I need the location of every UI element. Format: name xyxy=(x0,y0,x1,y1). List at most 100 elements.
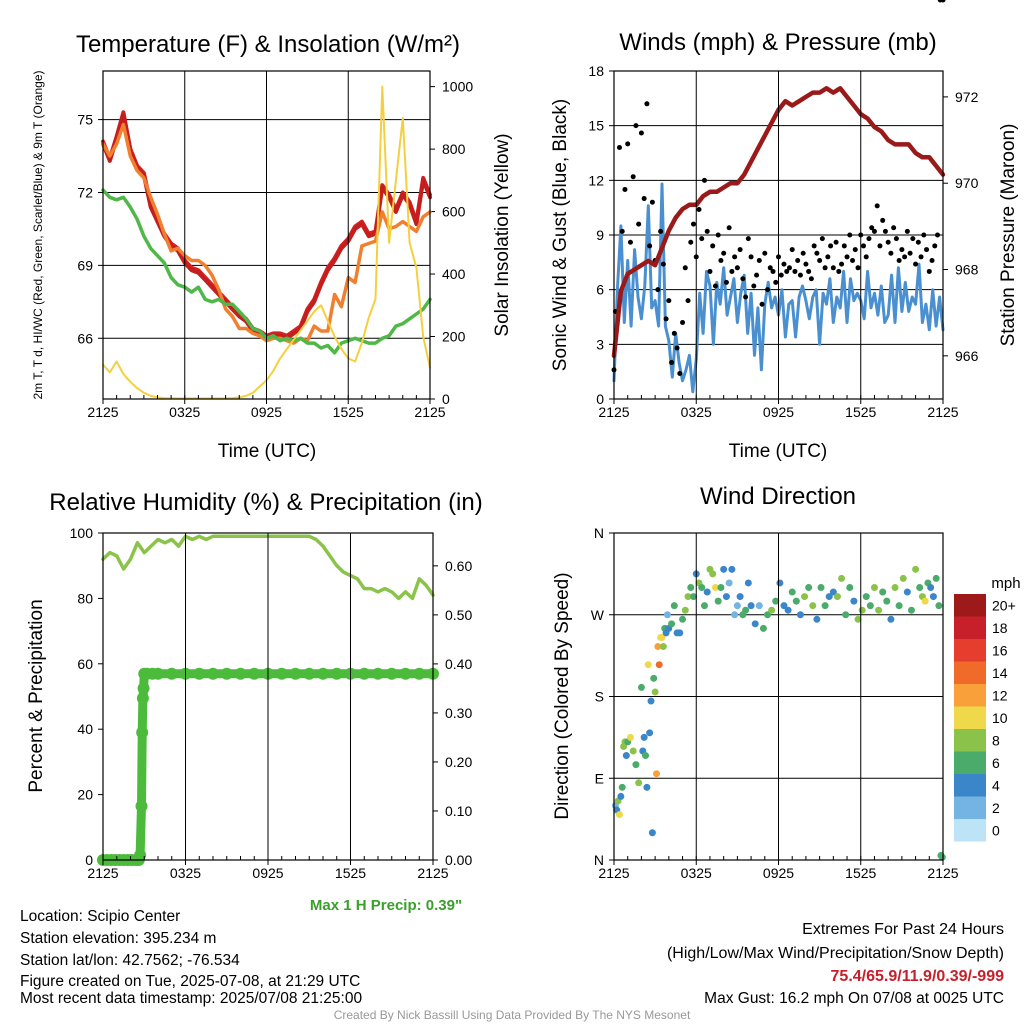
gust-point xyxy=(822,265,828,271)
gust-point xyxy=(707,268,713,274)
direction-point xyxy=(648,829,656,837)
gust-point xyxy=(833,239,839,245)
rh-y2-tick-label: 0.40 xyxy=(445,656,472,672)
gust-point xyxy=(781,261,787,267)
direction-point xyxy=(866,602,874,610)
gust-point xyxy=(682,265,688,271)
dir-y-tick-label: W xyxy=(591,607,605,623)
temp-axes: 2125 0325 0925 1525 2125 xyxy=(87,70,446,420)
gust-point xyxy=(795,258,801,264)
direction-point xyxy=(850,597,858,605)
gust-point xyxy=(839,261,845,267)
direction-point xyxy=(736,593,744,601)
gust-point xyxy=(915,239,921,245)
direction-point xyxy=(858,606,866,614)
gust-point xyxy=(663,316,669,322)
gust-point xyxy=(913,261,919,267)
gust-point xyxy=(745,236,751,242)
gust-point xyxy=(666,298,672,304)
direction-point xyxy=(907,606,915,614)
gust-point xyxy=(721,250,727,256)
direction-point xyxy=(728,565,736,573)
direction-point xyxy=(679,615,687,623)
gust-point xyxy=(880,217,886,223)
wind-y-tick-label: 3 xyxy=(596,336,604,352)
wind-plot-border xyxy=(613,70,944,400)
gust-point xyxy=(844,254,850,260)
gust-point xyxy=(765,287,771,293)
rh-y2-tick-label: 0.10 xyxy=(445,803,472,819)
direction-point xyxy=(829,588,837,596)
direction-point xyxy=(879,588,887,596)
direction-point xyxy=(668,620,676,628)
gust-point xyxy=(841,243,847,249)
temp-y-tick-label: 75 xyxy=(77,112,93,128)
direction-point xyxy=(842,611,850,619)
credit-line: Created By Nick Bassill Using Data Provi… xyxy=(334,1008,691,1022)
dir-axes: 2125 0325 0925 1525 2125 xyxy=(598,532,959,881)
rh-plot-border xyxy=(102,532,434,861)
direction-point xyxy=(709,570,717,578)
gust-point xyxy=(792,268,798,274)
direction-point xyxy=(887,615,895,623)
direction-point xyxy=(670,602,678,610)
temp-y2-tick-label: 200 xyxy=(442,329,466,345)
direction-point xyxy=(821,602,829,610)
gust-point xyxy=(882,228,888,234)
gust-point xyxy=(877,243,883,249)
gust-point xyxy=(647,243,653,249)
extremes-subtitle: (High/Low/Max Wind/Precipitation/Snow De… xyxy=(667,945,1004,962)
temp-y2-tick-label: 400 xyxy=(442,266,466,282)
rh-axes: 2125 0325 0925 1525 2125 xyxy=(87,532,449,881)
direction-point xyxy=(654,643,662,651)
dir-plot-border xyxy=(613,532,944,861)
direction-point xyxy=(899,574,907,582)
gust-point xyxy=(723,279,729,285)
direction-point xyxy=(731,611,739,619)
legend-swatch xyxy=(954,616,986,639)
direction-point xyxy=(929,593,937,601)
temp-xlabel: Time (UTC) xyxy=(218,441,317,462)
legend-swatch xyxy=(954,661,986,684)
rh-y-tick-label: 0 xyxy=(85,852,93,868)
direction-point xyxy=(932,574,940,582)
gust-point xyxy=(850,258,856,264)
gust-point xyxy=(740,276,746,282)
gust-point xyxy=(847,232,853,238)
gust-point xyxy=(627,239,633,245)
info-elevation: Station elevation: 395.234 m xyxy=(20,930,216,947)
dir-y-tick-label: N xyxy=(594,525,604,541)
gust-point xyxy=(811,243,817,249)
gust-point xyxy=(817,258,823,264)
gust-point xyxy=(688,239,694,245)
direction-point xyxy=(663,611,671,619)
direction-point xyxy=(921,597,929,605)
temp-y-tick-label: 69 xyxy=(77,257,93,273)
gust-point xyxy=(860,243,866,249)
rh-y2-tick-label: 0.00 xyxy=(445,852,472,868)
direction-point xyxy=(618,783,626,791)
direction-point xyxy=(912,565,920,573)
gust-point xyxy=(852,247,858,253)
direction-point xyxy=(838,574,846,582)
gust-point xyxy=(896,258,902,264)
gust-point xyxy=(644,101,650,107)
precip-note: Max 1 H Precip: 0.39" xyxy=(310,897,462,914)
gust-point xyxy=(762,250,768,256)
rh-y2-tick-label: 0.20 xyxy=(445,754,472,770)
direction-point xyxy=(717,584,725,591)
wind-x-tick-label: 1525 xyxy=(845,404,876,420)
temp-x-tick-label: 0925 xyxy=(251,404,282,420)
gust-point xyxy=(743,294,749,300)
info-latlon: Station lat/lon: 42.7562; -76.534 xyxy=(20,952,240,969)
direction-point xyxy=(700,602,708,610)
legend-swatch xyxy=(954,729,986,752)
gust-point xyxy=(729,268,735,274)
info-location: Location: Scipio Center xyxy=(20,908,180,925)
direction-point xyxy=(681,606,689,614)
legend-swatch xyxy=(954,774,986,797)
direction-point xyxy=(646,729,654,737)
wind-xlabel: Time (UTC) xyxy=(729,441,828,462)
direction-point xyxy=(714,597,722,605)
gust-point xyxy=(800,250,806,256)
